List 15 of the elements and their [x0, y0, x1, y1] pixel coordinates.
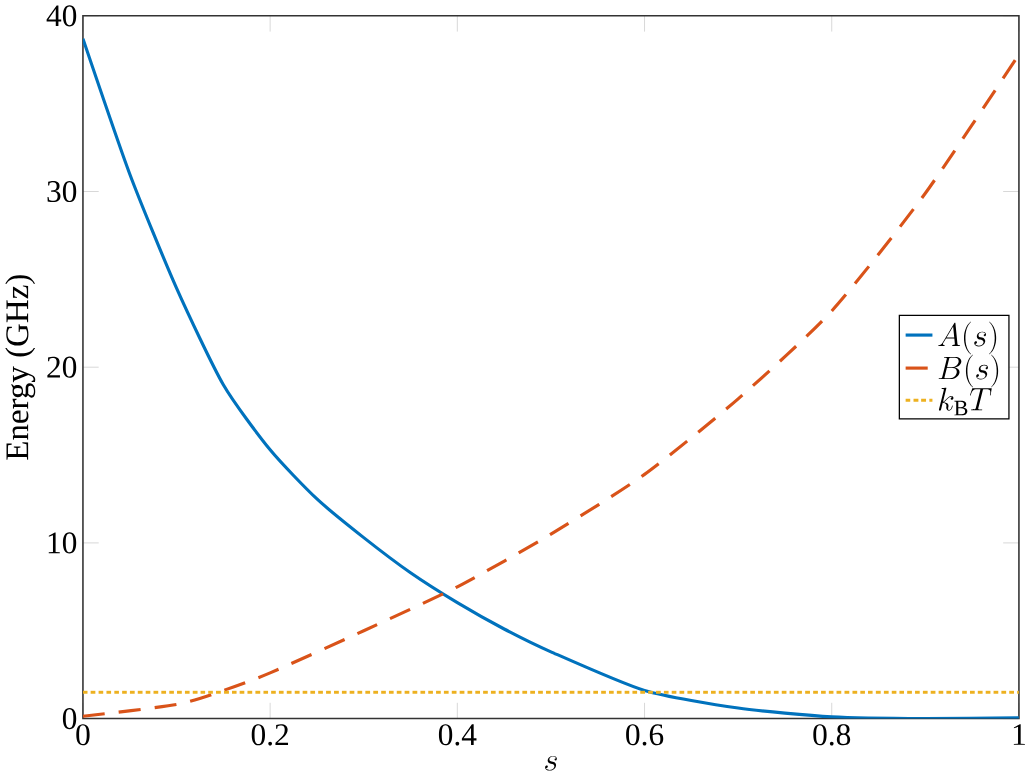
- y-tick-label: 0: [62, 707, 77, 729]
- y-axis-title: Energy (GHz): [5, 274, 36, 460]
- y-tick-label: 10: [48, 532, 77, 554]
- x-tick-label: 0.2: [251, 723, 289, 746]
- x-tick-label: 1: [1013, 723, 1025, 745]
- legend-label: $B(s)$: [938, 354, 999, 388]
- x-axis-title: $s$: [545, 755, 557, 771]
- y-tick-label: 20: [47, 356, 77, 378]
- legend-label: $k_{\mathrm{B}}T$: [938, 387, 992, 416]
- y-tick-label: 30: [47, 180, 77, 202]
- x-tick-label: 0.6: [626, 723, 664, 746]
- x-tick-label: 0.8: [813, 723, 851, 746]
- y-tick-label: 40: [46, 4, 77, 27]
- legend-label: $A(s)$: [938, 321, 997, 354]
- x-tick-label: 0.4: [438, 723, 477, 746]
